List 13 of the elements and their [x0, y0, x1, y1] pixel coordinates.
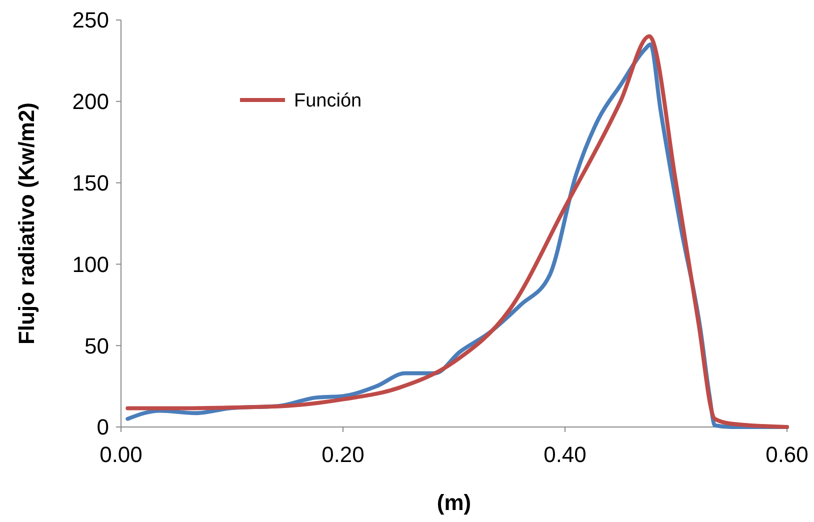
x-tick-label: 0.60 — [766, 442, 808, 467]
y-tick-label: 250 — [72, 8, 109, 33]
y-tick-label: 0 — [96, 414, 109, 440]
x-tick-label: 0.20 — [322, 442, 364, 467]
y-tick-label: 200 — [72, 89, 109, 114]
y-tick-label: 100 — [72, 252, 109, 277]
y-tick-label: 150 — [72, 170, 109, 196]
y-tick-label: 50 — [84, 333, 109, 358]
x-tick-label: 0.40 — [544, 442, 586, 467]
x-axis-title: (m) — [436, 490, 472, 515]
x-tick-label: 0.00 — [100, 442, 142, 467]
y-axis-title: Flujo radiativo (Kw/m2) — [14, 102, 39, 345]
legend-label: Función — [294, 90, 362, 112]
